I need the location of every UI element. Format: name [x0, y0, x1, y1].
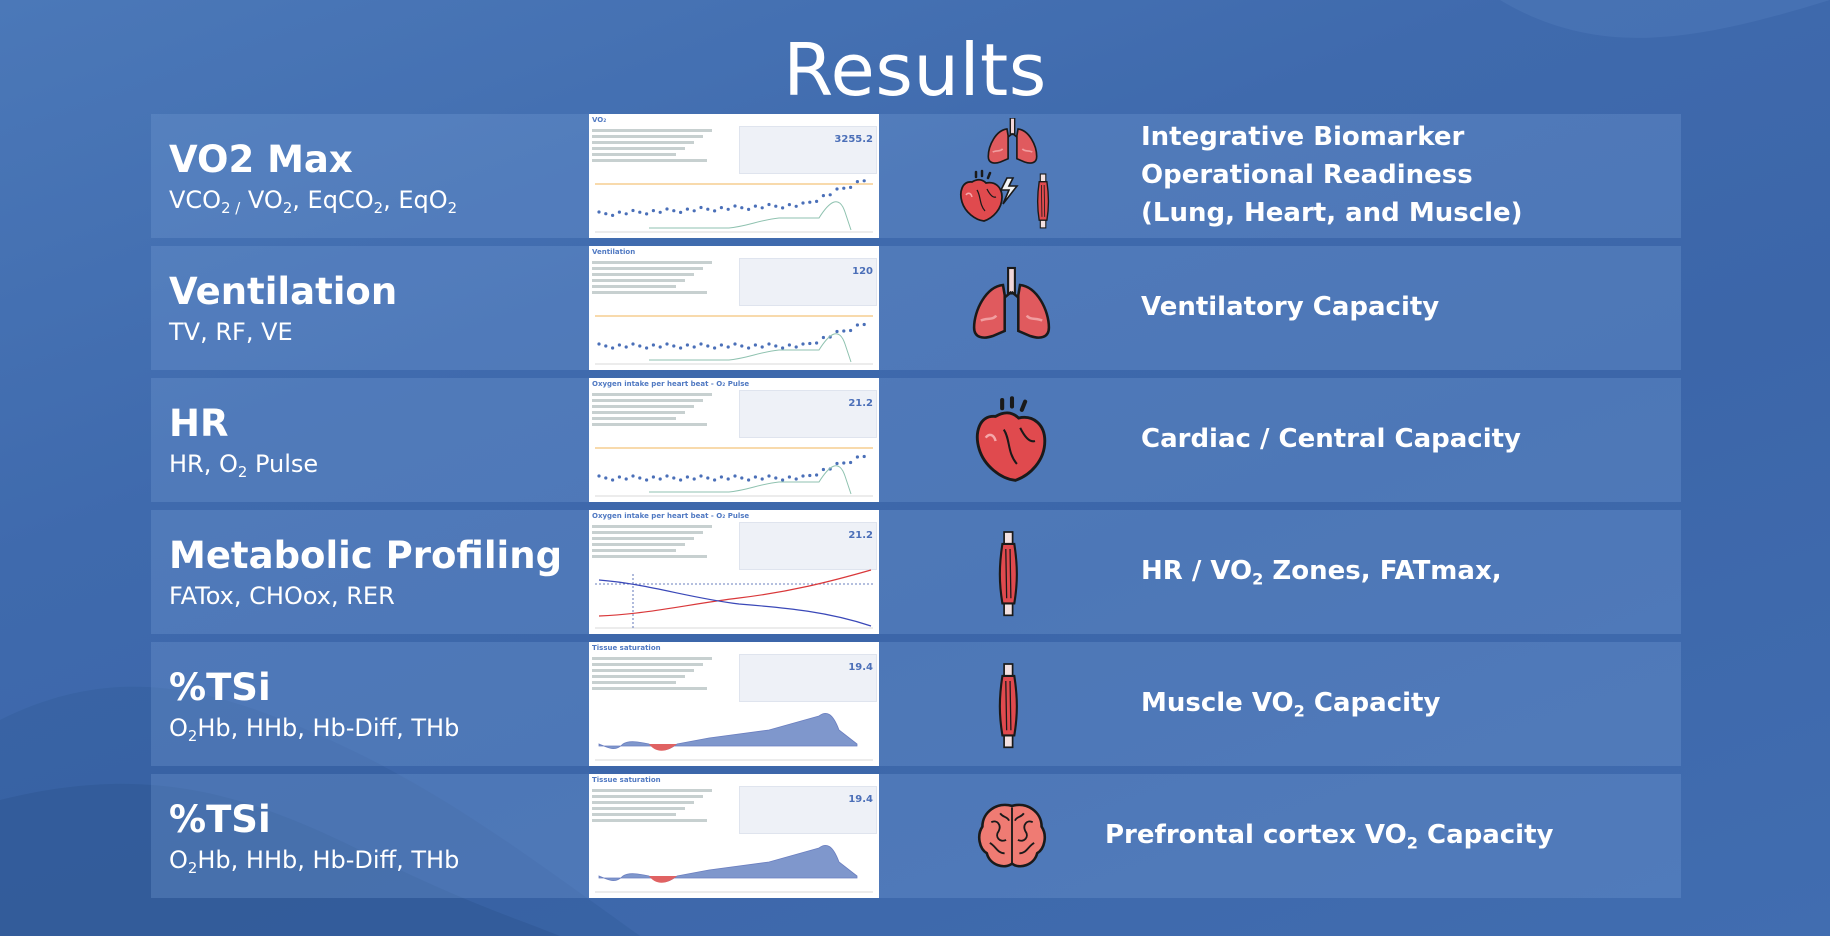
thumbnail-value: 19.4: [848, 662, 873, 673]
report-thumbnail: VO₂ 3255.2: [589, 114, 879, 238]
result-row: Metabolic Profiling FATox, CHOox, RER Oxyg…: [151, 510, 1681, 634]
thumbnail-gauge: [739, 522, 877, 570]
metric-label: %TSi O2Hb, HHb, Hb-Diff, THb: [169, 798, 589, 876]
thumbnail-gauge: [739, 786, 877, 834]
metric-label: VO2 Max VCO2 / VO2, EqCO2, EqO2: [169, 138, 589, 216]
metric-parameters: VCO2 / VO2, EqCO2, EqO2: [169, 186, 458, 218]
thumbnail-gauge: [739, 126, 877, 174]
metric-title: HR: [169, 402, 229, 445]
thumbnail-gauge: [739, 654, 877, 702]
capacity-label: HR / VO2 Zones, FATmax,: [1141, 556, 1502, 589]
result-row: Ventilation TV, RF, VE Ventilation 120 Ven…: [151, 246, 1681, 370]
metric-label: Ventilation TV, RF, VE: [169, 270, 589, 348]
report-thumbnail: Tissue saturation 19.4: [589, 774, 879, 898]
metric-label: HR HR, O2 Pulse: [169, 402, 589, 480]
capacity-label: Muscle VO2 Capacity: [1141, 688, 1441, 721]
thumbnail-value: 21.2: [848, 530, 873, 541]
capacity-label: Prefrontal cortex VO2 Capacity: [1105, 820, 1554, 853]
thumbnail-gauge: [739, 258, 877, 306]
report-thumbnail: Oxygen intake per heart beat - O₂ Pulse …: [589, 510, 879, 634]
thumbnail-title: Oxygen intake per heart beat - O₂ Pulse: [592, 512, 750, 520]
capacity-label: Integrative Biomarker Operational Readine…: [1141, 122, 1523, 228]
thumbnail-text: [592, 126, 732, 166]
thumbnail-title: Tissue saturation: [592, 776, 661, 784]
muscle-icon: [951, 514, 1071, 630]
brain-icon: [951, 778, 1071, 894]
thumbnail-title: VO₂: [592, 116, 607, 124]
thumbnail-title: Oxygen intake per heart beat - O₂ Pulse: [592, 380, 750, 388]
metric-title: Ventilation: [169, 270, 398, 313]
thumbnail-text: [592, 654, 732, 694]
thumbnail-title: Tissue saturation: [592, 644, 661, 652]
thumbnail-text: [592, 258, 732, 298]
metric-title: Metabolic Profiling: [169, 534, 563, 577]
metric-parameters: TV, RF, VE: [169, 318, 293, 346]
result-row: %TSi O2Hb, HHb, Hb-Diff, THb Tissue satura…: [151, 642, 1681, 766]
report-thumbnail: Ventilation 120: [589, 246, 879, 370]
page-title: Results: [783, 28, 1047, 112]
result-row: %TSi O2Hb, HHb, Hb-Diff, THb Tissue satura…: [151, 774, 1681, 898]
metric-title: VO2 Max: [169, 138, 353, 181]
capacity-label: Ventilatory Capacity: [1141, 292, 1440, 322]
lungs-heart-muscle-icon: [951, 117, 1071, 234]
metric-parameters: HR, O2 Pulse: [169, 450, 319, 482]
heart-icon: [951, 382, 1071, 498]
capacity-label: Cardiac / Central Capacity: [1141, 424, 1521, 454]
result-row: HR HR, O2 Pulse Oxygen intake per heart be…: [151, 378, 1681, 502]
thumbnail-text: [592, 390, 732, 430]
metric-title: %TSi: [169, 666, 271, 709]
thumbnail-text: [592, 786, 732, 826]
thumbnail-value: 19.4: [848, 794, 873, 805]
result-row: VO2 Max VCO2 / VO2, EqCO2, EqO2 VO₂ 3255.2…: [151, 114, 1681, 238]
thumbnail-value: 21.2: [848, 398, 873, 409]
thumbnail-text: [592, 522, 732, 562]
metric-label: %TSi O2Hb, HHb, Hb-Diff, THb: [169, 666, 589, 744]
metric-title: %TSi: [169, 798, 271, 841]
thumbnail-title: Ventilation: [592, 248, 636, 256]
metric-label: Metabolic Profiling FATox, CHOox, RER: [169, 534, 589, 612]
report-thumbnail: Oxygen intake per heart beat - O₂ Pulse …: [589, 378, 879, 502]
results-table: VO2 Max VCO2 / VO2, EqCO2, EqO2 VO₂ 3255.2…: [151, 114, 1681, 906]
report-thumbnail: Tissue saturation 19.4: [589, 642, 879, 766]
thumbnail-gauge: [739, 390, 877, 438]
thumbnail-value: 120: [852, 266, 873, 277]
muscle-icon: [951, 646, 1071, 762]
thumbnail-value: 3255.2: [834, 134, 873, 145]
lungs-icon: [951, 250, 1071, 366]
metric-parameters: FATox, CHOox, RER: [169, 582, 395, 610]
metric-parameters: O2Hb, HHb, Hb-Diff, THb: [169, 714, 460, 746]
metric-parameters: O2Hb, HHb, Hb-Diff, THb: [169, 846, 460, 878]
